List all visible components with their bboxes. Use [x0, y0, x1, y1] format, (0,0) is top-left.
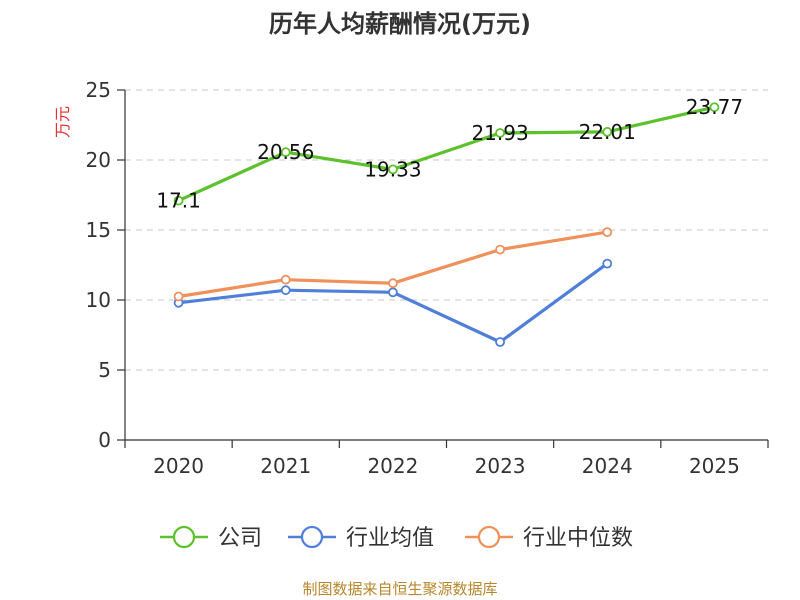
point-2-2023[interactable]: [495, 244, 505, 255]
legend-swatch-marker-0: [172, 525, 196, 549]
y-axis-label: 万元: [53, 106, 72, 138]
data-label-0-2025: 23.77: [686, 95, 743, 119]
legend-item-1[interactable]: 行业均值: [288, 525, 434, 551]
data-labels: 17.1 20.56 19.33 21.93 22.01 23.77: [156, 95, 743, 212]
x-tick-label-2021: 2021: [260, 454, 311, 478]
point-1-2024[interactable]: [602, 258, 613, 269]
y-tick-label-10: 10: [86, 288, 111, 312]
point-2-2021[interactable]: [280, 274, 291, 285]
x-tick-label-2025: 2025: [689, 454, 740, 478]
point-1-2021[interactable]: [280, 285, 291, 296]
point-0-2022[interactable]: [388, 164, 398, 175]
point-1-2022[interactable]: [388, 287, 398, 298]
point-0-2021[interactable]: [280, 147, 291, 158]
chart-title: 历年人均薪酬情况(万元): [269, 10, 531, 38]
point-1-2023[interactable]: [495, 337, 505, 347]
data-label-0-2024: 22.01: [579, 120, 636, 144]
legend-label-0: 公司: [218, 526, 262, 551]
x-tick-label-2022: 2022: [367, 454, 418, 478]
point-2-2020[interactable]: [173, 291, 184, 302]
legend-swatch-marker-1: [300, 525, 324, 549]
legend-label-2: 行业中位数: [523, 526, 633, 551]
x-tick-label-2024: 2024: [582, 454, 633, 478]
point-0-2024[interactable]: [602, 126, 613, 137]
point-2-2022[interactable]: [388, 278, 398, 289]
legend-item-0[interactable]: 公司: [160, 525, 262, 551]
point-0-2020[interactable]: [173, 195, 184, 206]
series-line-1[interactable]: [176, 262, 609, 344]
x-tick-label-2023: 2023: [475, 454, 526, 478]
data-label-0-2023: 21.93: [471, 121, 528, 145]
source-note: 制图数据来自恒生聚源数据库: [302, 580, 497, 598]
legend-item-2[interactable]: 行业中位数: [465, 525, 633, 551]
point-0-2023[interactable]: [495, 128, 505, 138]
legend[interactable]: 公司 行业均值 行业中位数: [160, 525, 633, 551]
legend-swatch-marker-2: [477, 525, 501, 549]
series: [173, 102, 720, 347]
legend-label-1: 行业均值: [346, 526, 434, 551]
x-tick-label-2020: 2020: [153, 454, 204, 478]
data-label-0-2022: 19.33: [364, 157, 421, 181]
point-0-2025[interactable]: [709, 102, 720, 113]
y-tick-label-5: 5: [98, 358, 111, 382]
grid: [125, 89, 768, 371]
data-label-0-2020: 17.1: [156, 189, 201, 213]
data-label-0-2021: 20.56: [257, 140, 314, 164]
y-tick-label-25: 25: [86, 78, 111, 102]
series-line-0[interactable]: [176, 105, 717, 203]
y-tick-label-0: 0: [98, 428, 111, 452]
point-2-2024[interactable]: [602, 227, 613, 238]
y-tick-label-15: 15: [86, 218, 111, 242]
y-tick-label-20: 20: [86, 148, 111, 172]
